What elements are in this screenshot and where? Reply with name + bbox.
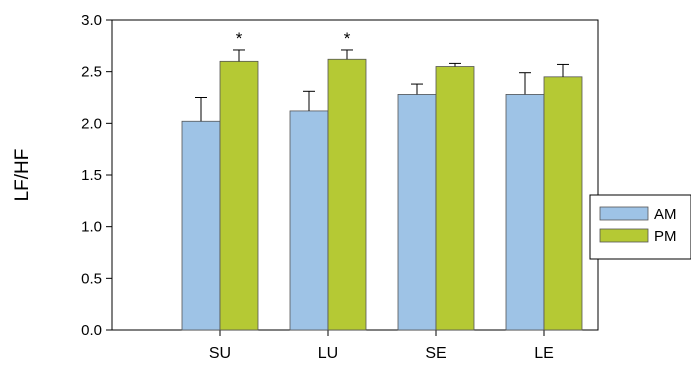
bar-pm-le bbox=[543, 76, 583, 331]
plot-area: 0.0 0.5 1.0 1.5 2.0 2.5 3.0 SU * LU * SE LE bbox=[81, 12, 599, 362]
y-tick-label: 1.5 bbox=[81, 167, 102, 184]
y-tick-label: 0.0 bbox=[81, 322, 102, 339]
y-tick-label: 2.0 bbox=[81, 115, 102, 132]
significance-marker: * bbox=[236, 29, 243, 48]
bar-am-lu bbox=[289, 110, 329, 331]
bar-pm-se bbox=[435, 66, 475, 331]
x-tick-label: LU bbox=[318, 345, 338, 362]
bar-am-le bbox=[505, 94, 545, 331]
y-tick-label: 0.5 bbox=[81, 270, 102, 287]
legend: AM PM bbox=[589, 194, 691, 260]
legend-box bbox=[589, 194, 691, 260]
y-tick-label: 3.0 bbox=[81, 12, 102, 29]
x-tick-label: SU bbox=[209, 345, 231, 362]
y-axis-title: LF/HF bbox=[12, 149, 33, 202]
legend-swatch-pm bbox=[599, 228, 649, 243]
x-tick-label: SE bbox=[425, 345, 446, 362]
legend-label-pm: PM bbox=[654, 228, 677, 245]
bar-am-su bbox=[181, 120, 221, 331]
bar-pm-lu bbox=[327, 58, 367, 331]
x-tick-label: LE bbox=[534, 345, 554, 362]
legend-label-am: AM bbox=[654, 206, 677, 223]
bar-pm-su bbox=[219, 60, 259, 331]
y-tick-label: 2.5 bbox=[81, 64, 102, 81]
legend-swatch-am bbox=[599, 206, 649, 221]
bar-am-se bbox=[397, 94, 437, 331]
y-tick-label: 1.0 bbox=[81, 219, 102, 236]
significance-marker: * bbox=[344, 29, 351, 48]
